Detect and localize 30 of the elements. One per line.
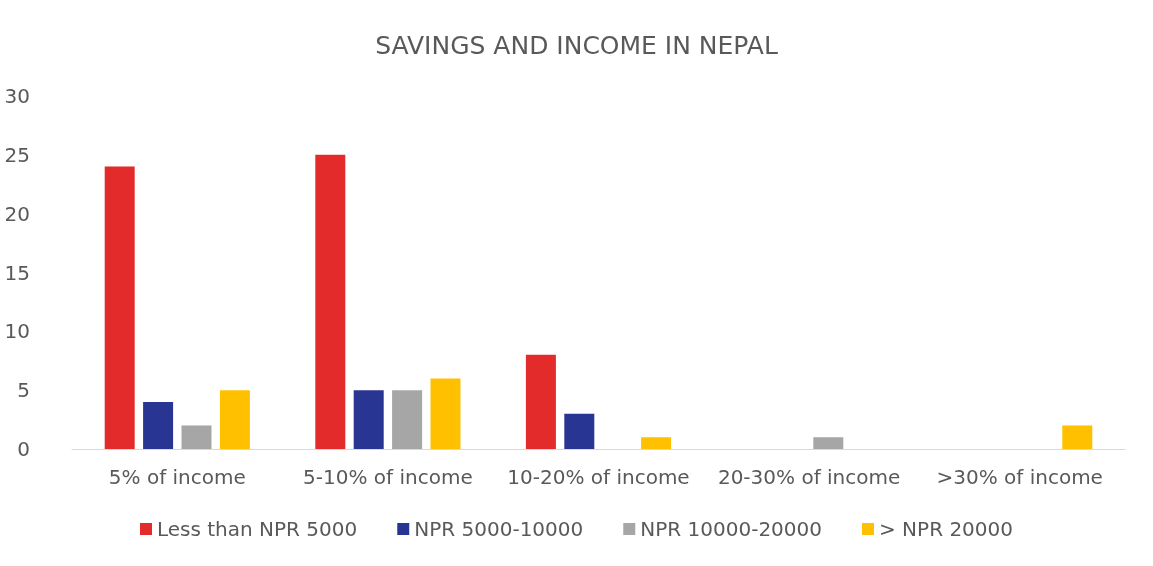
x-tick-label: 5-10% of income [303,465,473,489]
y-tick-label: 15 [4,260,30,285]
y-tick-label: 25 [4,142,30,167]
legend-label: Less than NPR 5000 [156,517,358,541]
bar [525,354,556,449]
x-tick-label: 10-20% of income [507,465,690,489]
x-tick-label: 5% of income [108,465,246,489]
legend-label: NPR 10000-20000 [640,517,823,541]
bar [315,154,346,449]
bar [392,390,423,449]
x-tick-label: 20-30% of income [717,465,901,489]
y-tick-label: 10 [4,319,30,344]
legend-label: NPR 5000-10000 [414,517,584,541]
y-tick-label: 0 [17,437,30,461]
legend-label: > NPR 20000 [879,517,1014,541]
y-tick-label: 20 [4,201,30,226]
bar [1062,425,1093,449]
bar [143,401,174,449]
chart-title: SAVINGS AND INCOME IN NEPAL [375,31,778,60]
bar [564,413,595,449]
bar [181,425,212,449]
bar [813,437,844,449]
x-tick-label: >30% of income [936,465,1103,489]
y-tick-label: 5 [17,378,30,403]
bar [641,437,672,449]
bar [219,390,250,449]
y-tick-label: 30 [4,84,30,108]
bar [104,166,135,449]
bar [430,378,461,449]
bar [353,390,384,449]
